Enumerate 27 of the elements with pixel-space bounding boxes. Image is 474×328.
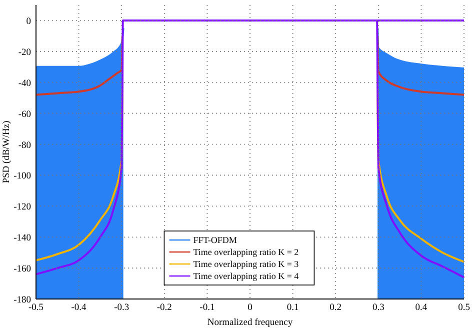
x-tick-label: 0.4	[415, 303, 428, 313]
legend-label: Time overlapping ratio K = 3	[193, 259, 300, 269]
legend-label: FFT-OFDM	[193, 235, 237, 245]
x-tick-label: 0.3	[372, 303, 385, 313]
y-tick-label: -40	[18, 78, 32, 89]
x-tick-label: 0.2	[330, 303, 342, 313]
x-tick-label: 0.1	[286, 303, 299, 313]
y-tick-label: -160	[14, 264, 32, 275]
x-tick-label: 0.5	[458, 303, 470, 313]
x-axis-title: Normalized frequency	[207, 318, 293, 328]
y-tick-label: -80	[18, 140, 32, 151]
legend-label: Time overlapping ratio K = 2	[193, 247, 299, 257]
y-tick-label: -60	[18, 110, 32, 120]
x-tick-label: -0.4	[71, 303, 87, 313]
y-tick-label: 0	[26, 16, 32, 27]
x-tick-label: 0	[248, 303, 253, 313]
y-tick-label: -120	[14, 202, 32, 213]
y-tick-label: -140	[14, 234, 32, 244]
y-tick-label: -100	[14, 172, 32, 182]
y-tick-label: -180	[14, 296, 32, 306]
x-tick-label: -0.5	[28, 303, 44, 313]
legend-label: Time overlapping ratio K = 4	[193, 271, 300, 281]
y-axis-title: PSD (dB/W/Hz)	[2, 120, 12, 184]
x-tick-label: -0.1	[200, 303, 215, 313]
x-tick-label: -0.2	[156, 303, 172, 313]
y-tick-label: -20	[18, 48, 32, 58]
x-tick-label: -0.3	[114, 303, 130, 313]
